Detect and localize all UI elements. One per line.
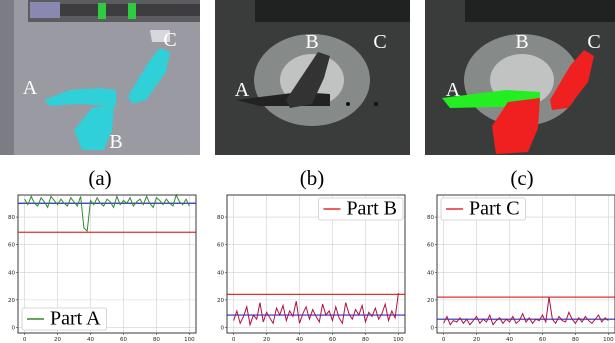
legend: Part B [318, 197, 404, 221]
panel-caption: (c) [510, 166, 533, 190]
part-label: B [515, 31, 528, 53]
data-line [233, 292, 399, 327]
x-tick-label: 20 [54, 337, 61, 343]
legend-box [318, 197, 404, 221]
data-line [443, 297, 609, 326]
legend-box [440, 197, 526, 221]
y-tick-label: 40 [217, 270, 224, 276]
x-tick-label: 80 [572, 337, 579, 343]
x-tick-label: 0 [232, 337, 236, 343]
axes-frame [226, 194, 406, 334]
y-tick-label: 0 [431, 325, 435, 331]
legend-box [21, 307, 107, 331]
y-tick-label: 80 [8, 215, 15, 221]
legend-label: Part C [469, 198, 520, 220]
y-tick-label: 20 [8, 298, 15, 304]
legend: Part A [21, 307, 107, 331]
image-c [425, 0, 615, 155]
chart: 0 20 40 60 80 0 20 40 60 80 100 Part C [427, 194, 615, 343]
x-tick-label: 40 [87, 337, 94, 343]
part-label: B [305, 31, 318, 53]
y-tick-label: 80 [427, 215, 434, 221]
x-tick-label: 20 [473, 337, 480, 343]
axes-frame [436, 194, 615, 334]
x-tick-label: 40 [506, 337, 513, 343]
legend: Part C [440, 197, 526, 221]
y-tick-label: 40 [427, 270, 434, 276]
y-tick-label: 20 [217, 298, 224, 304]
y-tick-label: 40 [8, 270, 15, 276]
part-label: A [446, 79, 461, 101]
x-tick-label: 0 [23, 337, 27, 343]
part-label: A [23, 77, 38, 99]
part-label: C [587, 31, 600, 53]
y-tick-label: 60 [217, 243, 224, 249]
x-tick-label: 100 [184, 337, 195, 343]
legend-label: Part B [346, 198, 397, 220]
x-tick-label: 60 [329, 337, 336, 343]
x-tick-label: 80 [153, 337, 160, 343]
x-tick-label: 20 [263, 337, 270, 343]
data-line [24, 193, 190, 232]
x-tick-label: 60 [120, 337, 127, 343]
y-tick-label: 20 [427, 298, 434, 304]
part-label: A [235, 79, 250, 101]
x-tick-label: 100 [603, 337, 614, 343]
x-tick-label: 60 [539, 337, 546, 343]
x-tick-label: 100 [393, 337, 404, 343]
y-tick-label: 60 [8, 243, 15, 249]
image-a [0, 0, 200, 155]
y-tick-label: 80 [217, 215, 224, 221]
x-tick-label: 0 [442, 337, 446, 343]
image-b [215, 0, 410, 155]
part-label: C [163, 29, 176, 51]
panel-caption: (b) [300, 166, 325, 190]
x-tick-label: 80 [362, 337, 369, 343]
part-label: B [109, 131, 122, 153]
chart: 0 20 40 60 80 0 20 40 60 80 100 Part B [217, 194, 406, 343]
y-tick-label: 0 [12, 325, 16, 331]
x-tick-label: 40 [296, 337, 303, 343]
axes-frame [17, 194, 197, 334]
chart: 0 20 40 60 80 0 20 40 60 80 100 Part A [8, 193, 197, 343]
panel-caption: (a) [88, 166, 111, 190]
part-label: C [373, 31, 386, 53]
y-tick-label: 0 [221, 325, 225, 331]
legend-label: Part A [50, 308, 101, 330]
y-tick-label: 60 [427, 243, 434, 249]
